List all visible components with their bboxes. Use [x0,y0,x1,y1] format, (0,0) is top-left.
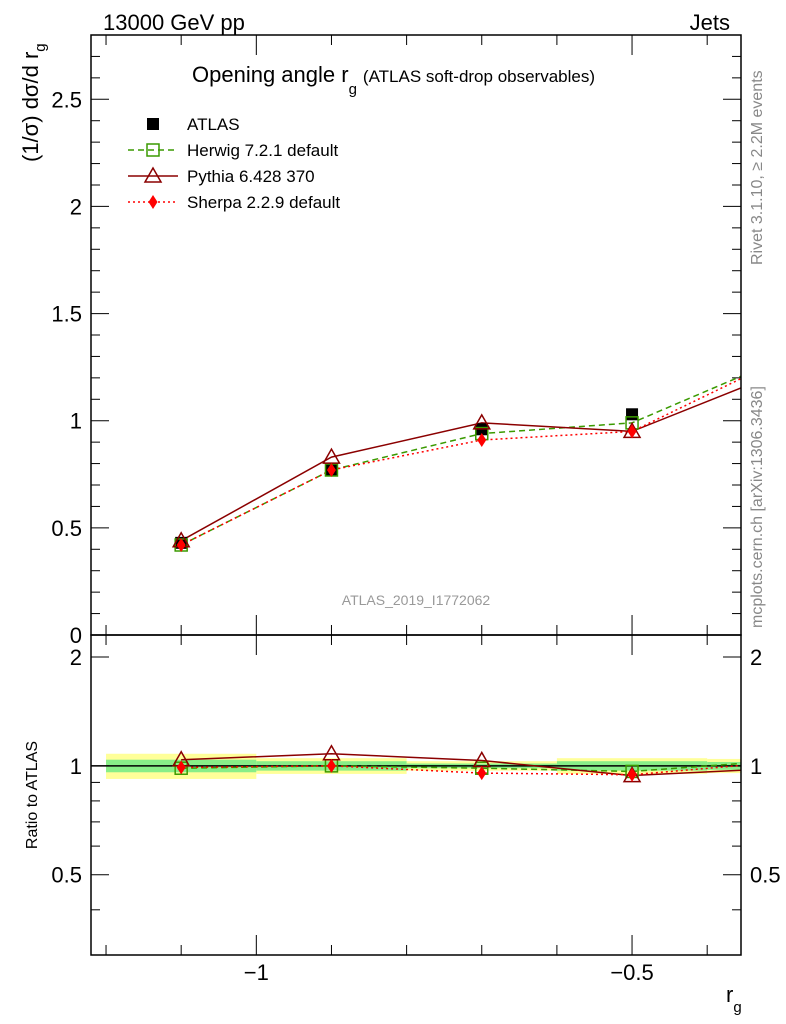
ratio-point-s1-4 [776,754,786,766]
ratio-y-tick-label: 2 [70,645,82,670]
ratio-y-tick-label-right: 2 [750,645,762,670]
data-point-s2-2 [472,413,492,430]
legend-label-0: ATLAS [187,115,240,134]
x-axis-label-sub: g [733,999,741,1016]
header-right-label: Jets [690,10,730,35]
ratio-point-s2-1 [322,744,341,761]
y-tick-label: 1 [70,409,82,434]
y-axis-label-sub: g [32,43,49,51]
ratio-point-s3-3 [627,767,637,782]
data-point-s3-3 [627,424,637,439]
data-point-s3-4 [778,352,786,366]
series-line-1 [180,375,741,546]
chart-title-sub: g [349,81,357,98]
analysis-watermark: ATLAS_2019_I1772062 [342,592,491,608]
ratio-line-2 [181,753,741,777]
y-tick-label: 2 [70,194,82,219]
side-text-bottom: mcplots.cern.ch [arXiv:1306.3436] [749,386,766,628]
series-line-3 [180,377,741,546]
ratio-plot-frame [90,634,742,956]
ratio-y-axis-label: Ratio to ATLAS [24,741,41,849]
series-line-2 [180,387,741,542]
ratio-point-s3-4 [778,755,786,769]
ratio-y-tick-label: 1 [70,754,82,779]
data-point-s0-4 [776,359,786,371]
data-point-s3-0 [176,538,186,552]
chart-title: Opening angle rg (ATLAS soft-drop observa… [192,62,595,98]
legend-marker-1 [146,143,160,157]
legend-item-1: Herwig 7.2.1 default [128,141,338,160]
data-point-s3-2 [477,433,487,447]
legend-label-3: Sherpa 2.2.9 default [187,193,340,212]
ratio-y-tick-label-right: 0.5 [750,863,781,888]
ratio-y-tick-label-right: 1 [750,754,762,779]
x-tick-label: −0.5 [610,960,653,985]
legend: ATLAS Herwig 7.2.1 default Pythia 6.428 37… [128,115,340,212]
legend-label-1: Herwig 7.2.1 default [187,141,338,160]
chart-title-note: (ATLAS soft-drop observables) [363,67,595,86]
header-left-label: 13000 GeV pp [103,10,245,35]
axis-ticks: −1 −0.5 0 0.5 1 1.5 2 2.5 0.5 0.5 1 1 2 2 [51,34,781,985]
y-tick-label: 2.5 [51,87,82,112]
legend-marker-2 [143,166,163,183]
y-axis-label-main: (1/σ) dσ/d r [18,52,43,162]
x-axis-label-main: r [726,982,733,1007]
legend-item-2: Pythia 6.428 370 [128,166,315,186]
legend-marker-0 [147,118,159,130]
ratio-point-s3-1 [326,758,336,773]
data-point-s0-3 [626,408,639,421]
y-tick-label: 0.5 [51,516,82,541]
chart-title-main: Opening angle r [192,62,349,87]
data-point-s2-4 [774,363,786,377]
x-tick-label: −1 [244,960,269,985]
y-tick-label: 0 [70,623,82,648]
side-text-top: Rivet 3.1.10, ≥ 2.2M events [749,70,766,265]
legend-label-2: Pythia 6.428 370 [187,167,315,186]
data-point-s3-1 [326,463,336,477]
legend-item-0: ATLAS [147,115,240,134]
ratio-line-3 [181,764,741,776]
x-axis-label: rg [726,982,742,1016]
y-axis-label: (1/σ) dσ/d rg [18,43,49,162]
legend-item-3: Sherpa 2.2.9 default [128,193,340,212]
data-point-s1-4 [776,353,786,365]
ratio-point-s3-2 [477,766,487,781]
y-tick-label: 1.5 [51,302,82,327]
ratio-point-s2-4 [774,760,786,774]
legend-marker-3 [148,195,158,209]
main-plot-series [171,352,786,552]
ratio-point-s3-0 [176,760,186,775]
ratio-y-tick-label: 0.5 [51,863,82,888]
ratio-plot-series [91,744,786,783]
